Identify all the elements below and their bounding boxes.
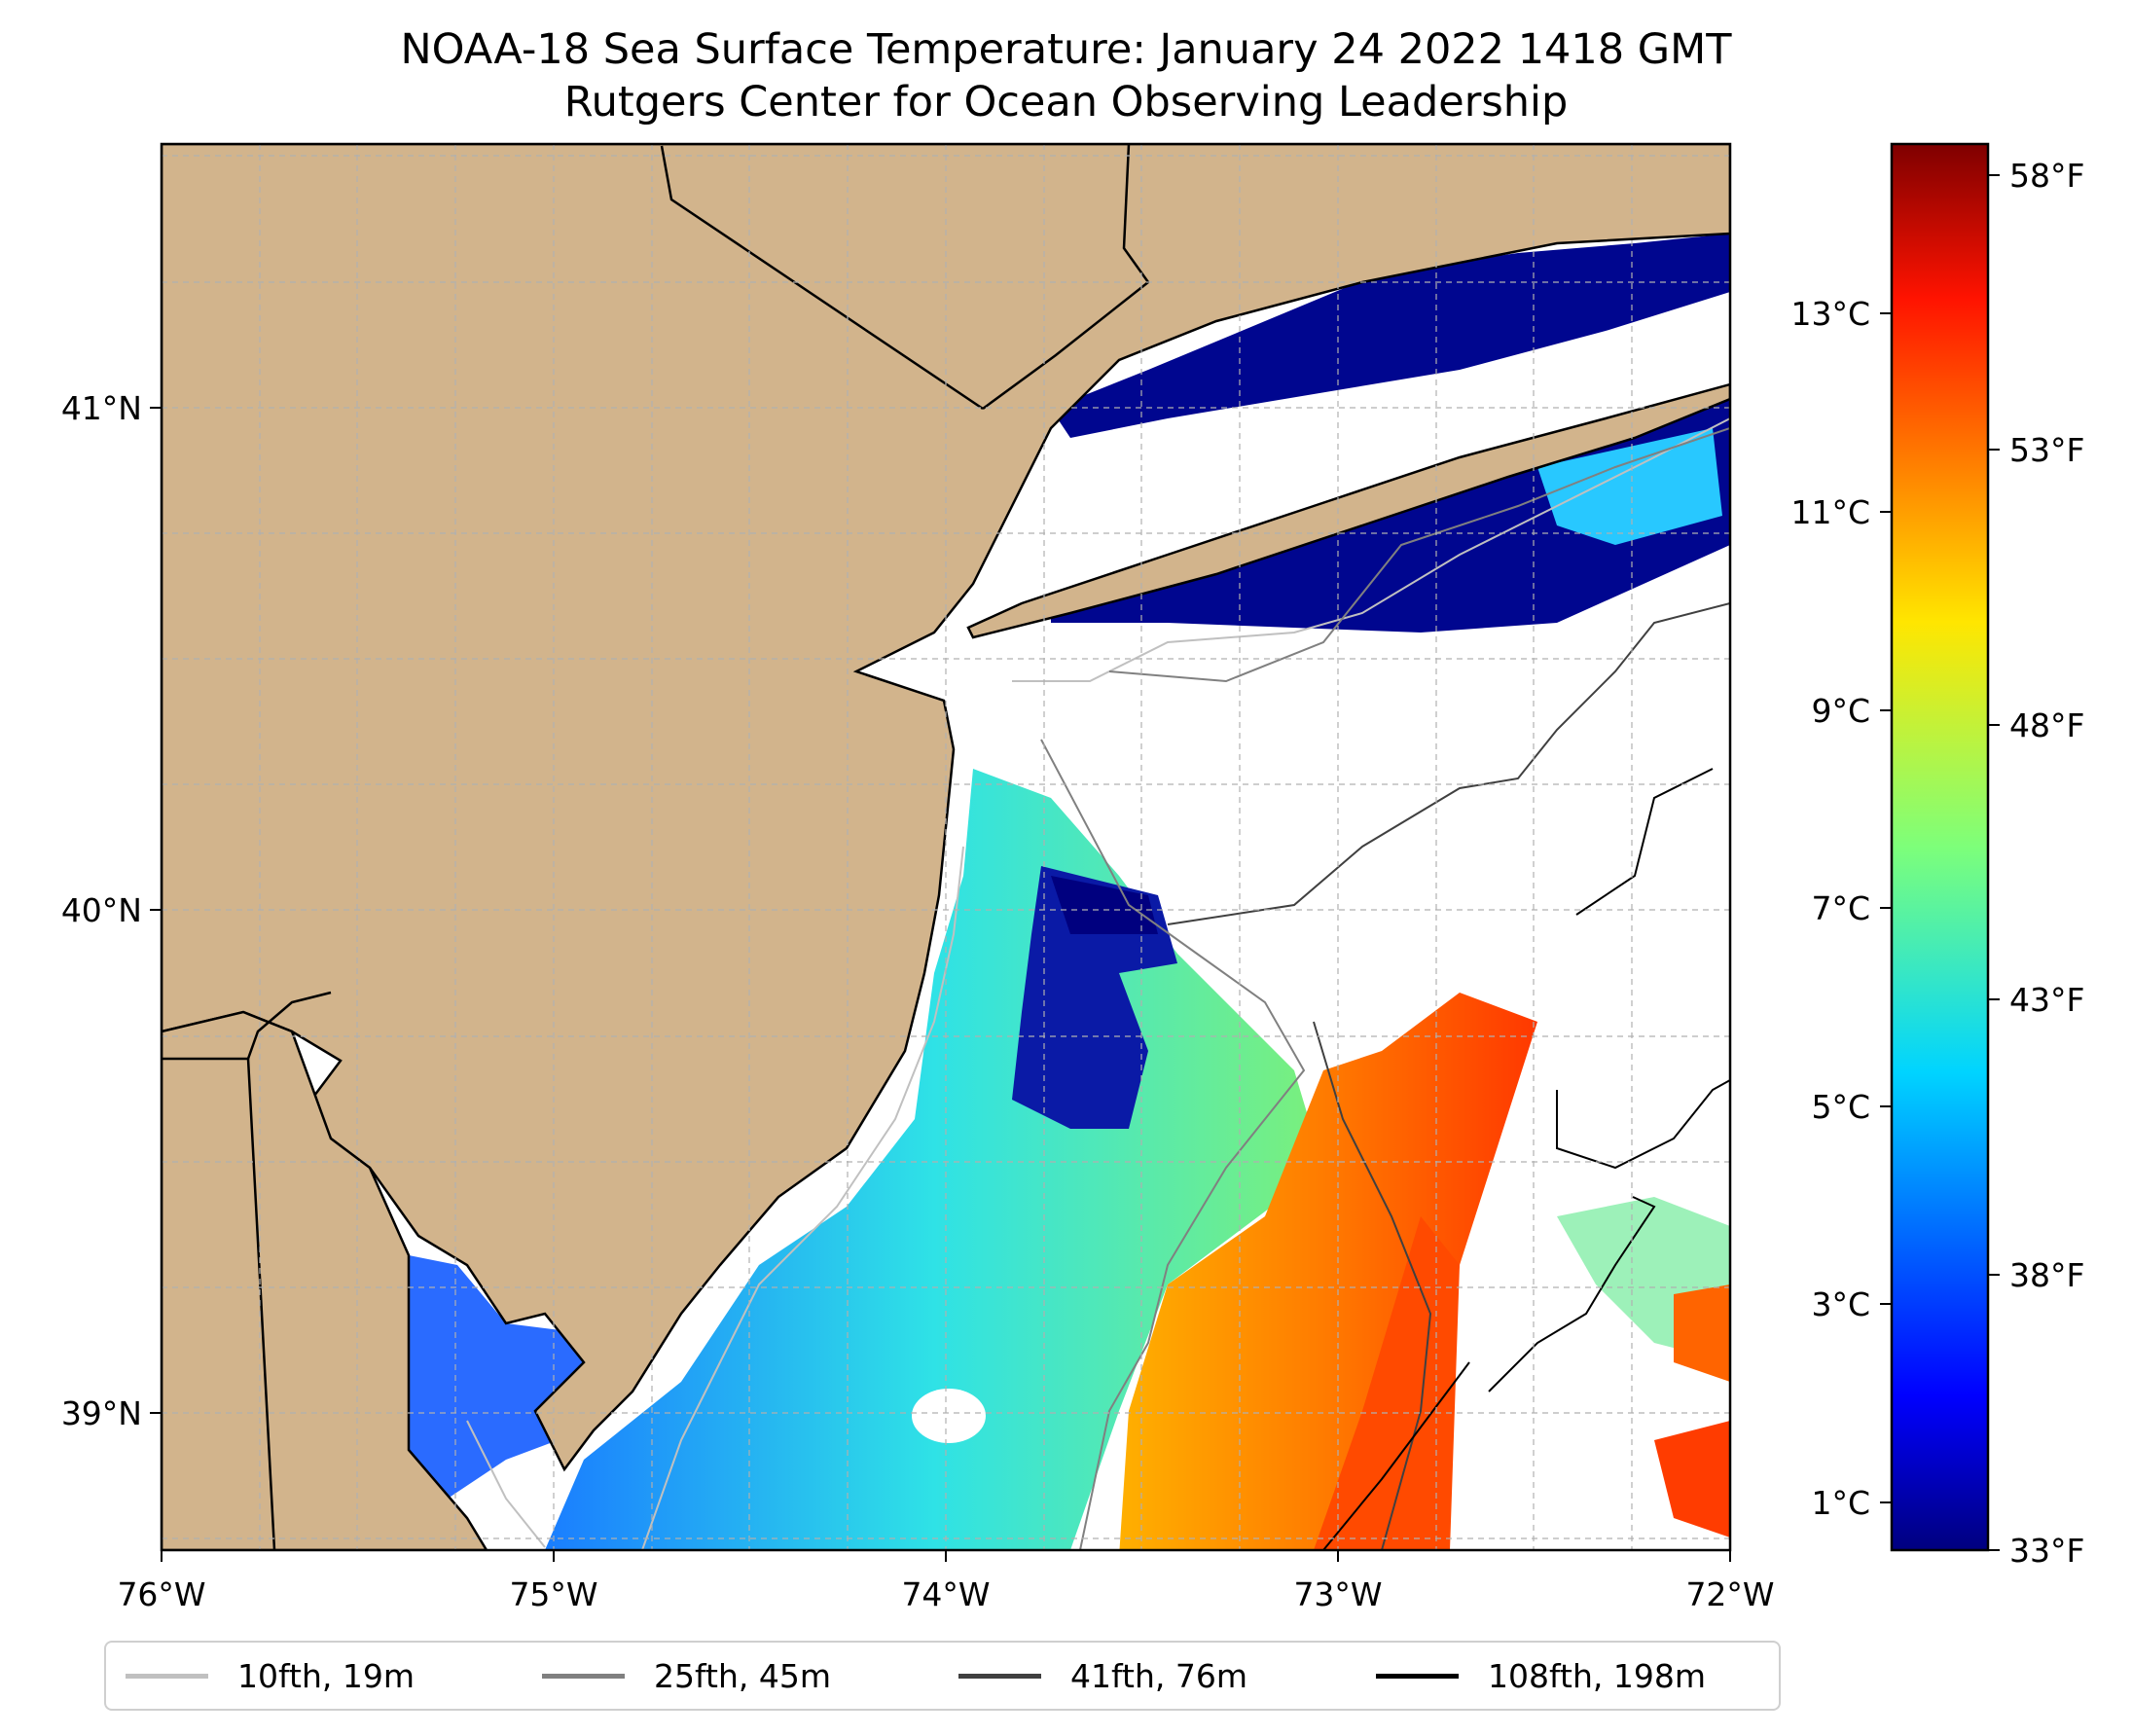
cbar-f-58: 58°F [2009,157,2084,195]
axis-ticks [150,407,1731,1562]
legend-label-198m: 108fth, 198m [1488,1656,1706,1695]
chart-subtitle: Rutgers Center for Ocean Observing Leade… [563,78,1569,127]
land [162,144,1730,1550]
chart-title: NOAA-18 Sea Surface Temperature: January… [400,25,1732,74]
sst-map: 76°W 75°W 74°W 73°W 72°W 41°N 40°N 39°N … [61,142,2084,1613]
lon-label-75w: 75°W [509,1575,597,1613]
legend-item-45m: 25fth, 45m [542,1643,831,1709]
cbar-f-43: 43°F [2009,981,2084,1019]
legend-line-198m [1376,1673,1459,1679]
cbar-f-53: 53°F [2009,431,2084,469]
cbar-c-13: 13°C [1790,295,1870,333]
lat-label-39n: 39°N [61,1394,142,1432]
legend-line-19m [126,1673,208,1679]
long-island [966,382,1730,639]
legend-line-45m [542,1673,625,1679]
cbar-f-38: 38°F [2009,1256,2084,1294]
lon-label-72w: 72°W [1685,1575,1774,1613]
lon-label-73w: 73°W [1293,1575,1382,1613]
cbar-c-3: 3°C [1811,1285,1870,1323]
cbar-c-7: 7°C [1811,889,1870,927]
legend: 10fth, 19m 25fth, 45m 41fth, 76m 108fth,… [104,1641,1781,1711]
gridlines [162,144,1730,1550]
legend-item-76m: 41fth, 76m [958,1643,1247,1709]
lon-label-76w: 76°W [117,1575,205,1613]
legend-item-19m: 10fth, 19m [126,1643,415,1709]
legend-label-19m: 10fth, 19m [237,1656,415,1695]
legend-label-45m: 25fth, 45m [654,1656,831,1695]
cbar-f-48: 48°F [2009,706,2084,744]
cbar-c-9: 9°C [1811,692,1870,730]
lon-label-74w: 74°W [901,1575,990,1613]
lat-label-41n: 41°N [61,389,142,427]
cbar-c-1: 1°C [1811,1484,1870,1522]
colorbar [1890,142,1990,1552]
colorbar-ticks [1880,174,2000,1551]
legend-label-76m: 41fth, 76m [1070,1656,1247,1695]
bathymetry-contours [466,417,1730,1550]
cbar-f-33: 33°F [2009,1532,2084,1570]
cbar-c-11: 11°C [1790,493,1870,531]
legend-line-76m [958,1673,1041,1679]
legend-item-198m: 108fth, 198m [1376,1643,1706,1709]
lat-label-40n: 40°N [61,891,142,929]
cbar-c-5: 5°C [1811,1088,1870,1126]
